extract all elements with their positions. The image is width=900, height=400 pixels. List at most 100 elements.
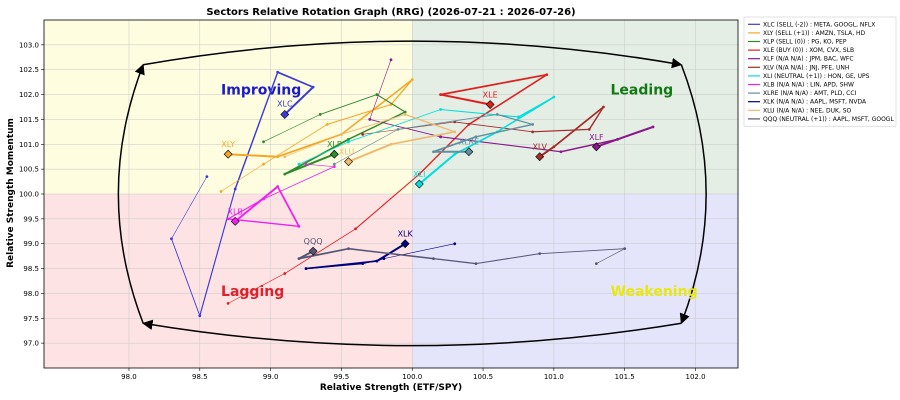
tail-point [283, 172, 287, 176]
tail-segment [348, 247, 434, 260]
tail-segment [284, 138, 349, 175]
tail-point [545, 73, 549, 77]
tail-point [439, 135, 442, 139]
chart-title: Sectors Relative Rotation Graph (RRG) (2… [206, 7, 575, 18]
y-tick-label: 100.0 [19, 191, 39, 199]
tail-segment [390, 131, 455, 146]
tail-segment [468, 74, 548, 126]
legend-frame [743, 16, 897, 127]
ticker-label: XLRE [459, 138, 480, 147]
tail-segment [199, 188, 236, 316]
series-xlre: XLRE [332, 113, 535, 166]
legend-item: XLI (NEUTRAL (+1)) : HON, GE, UPS [748, 73, 870, 80]
ticker-label: XLY [221, 140, 235, 149]
tail-point [340, 132, 343, 136]
quadrant-label-lagging: Lagging [221, 284, 284, 300]
tail-point [389, 58, 393, 62]
legend-label: XLV (N/A N/A) : JNJ, PFE, UNH [763, 64, 849, 71]
legend: XLC (SELL (-2)) : META, GOOGL, NFLX XLY (… [743, 16, 897, 127]
tail-segment [277, 133, 342, 158]
head-marker [280, 110, 290, 119]
tail-point [417, 172, 421, 176]
series-xlk: XLK [304, 230, 457, 270]
legend-item: XLK (N/A N/A) : AAPL, MSFT, NVDA [748, 99, 867, 106]
tail-point [361, 262, 365, 265]
tail-point [474, 262, 478, 265]
legend-label: XLY (SELL (+1)) : AMZN, TSLA, HD [763, 30, 866, 37]
tail-segment [284, 153, 335, 176]
legend-label: XLB (N/A N/A) : LIN, APD, SHW [763, 82, 854, 89]
tail-segment [298, 247, 349, 260]
legend-item: XLF (N/A N/A) : JPM, BAC, WFC [748, 56, 854, 63]
rotation-arrow [143, 40, 683, 69]
legend-label: XLC (SELL (-2)) : META, GOOGL, NFLX [763, 21, 875, 28]
tail-segment [369, 59, 392, 120]
quadrant-improving-bg [44, 20, 413, 194]
tail-segment [340, 79, 413, 135]
x-tick-label: 99.0 [263, 373, 279, 381]
tail-segment [263, 166, 335, 200]
series-xlf: XLF [368, 58, 655, 154]
tail-segment [263, 124, 328, 165]
tail-segment [553, 106, 604, 148]
tail-segment [496, 96, 555, 133]
tail-segment [355, 173, 420, 230]
ticker-label: XLK [398, 230, 414, 239]
tail-point [375, 93, 379, 96]
tail-point [651, 125, 655, 129]
y-tick-label: 97.5 [23, 315, 39, 323]
y-tick-label: 102.5 [19, 66, 39, 74]
tail-segment [376, 94, 406, 113]
tail-segment [320, 94, 377, 115]
series-qqq: QQQ [297, 237, 627, 265]
tail-point [283, 155, 287, 159]
tail-segment [334, 129, 399, 165]
tail-point [226, 217, 230, 221]
head-marker [400, 239, 410, 249]
y-tick-label: 98.0 [23, 290, 39, 298]
quadrant-leading-bg [412, 20, 738, 194]
head-marker [344, 157, 353, 167]
tail-point [205, 175, 209, 179]
tail-point [354, 227, 357, 231]
series-xlb: XLB [226, 162, 336, 228]
quadrant-label-weakening: Weakening [611, 284, 698, 300]
legend-label: QQQ (NEUTRAL (+1)) : AAPL, MSFT, GOOGL [763, 116, 894, 123]
y-tick-label: 97.0 [23, 340, 39, 348]
series-xlu: XLU [283, 113, 457, 167]
tail-point [276, 155, 280, 159]
tail-point [262, 197, 265, 201]
tail-segment [284, 134, 342, 157]
tail-point [552, 95, 556, 99]
legend-label: XLK (N/A N/A) : AAPL, MSFT, NVDA [763, 99, 867, 106]
tail-segment [277, 71, 314, 88]
tail-point [594, 262, 598, 265]
tail-segment [404, 113, 455, 133]
x-tick-label: 101.0 [544, 373, 564, 381]
tail-point [453, 130, 457, 134]
rotation-arrow [679, 64, 707, 325]
legend-label: XLF (N/A N/A) : JPM, BAC, WFC [763, 56, 854, 63]
tail-segment [433, 136, 477, 153]
tail-point [453, 242, 457, 246]
series-xli: XLI [297, 95, 556, 189]
y-tick-label: 99.0 [23, 240, 39, 248]
tail-point [368, 118, 372, 121]
tail-segment [440, 136, 562, 153]
tail-point [616, 137, 620, 141]
tail-segment [305, 260, 377, 270]
tail-point [439, 93, 442, 96]
quadrant-label-improving: Improving [221, 83, 301, 99]
tail-point [382, 257, 386, 261]
tail-segment [348, 143, 392, 163]
ticker-label: XLI [413, 170, 425, 179]
tail-segment [284, 228, 356, 274]
tail-point [198, 314, 202, 318]
quadrant-weakening-bg [412, 194, 738, 368]
tail-point [304, 162, 308, 166]
tail-point [311, 85, 315, 89]
tail-segment [228, 218, 300, 228]
tail-point [170, 237, 173, 241]
tail-point [297, 224, 301, 228]
